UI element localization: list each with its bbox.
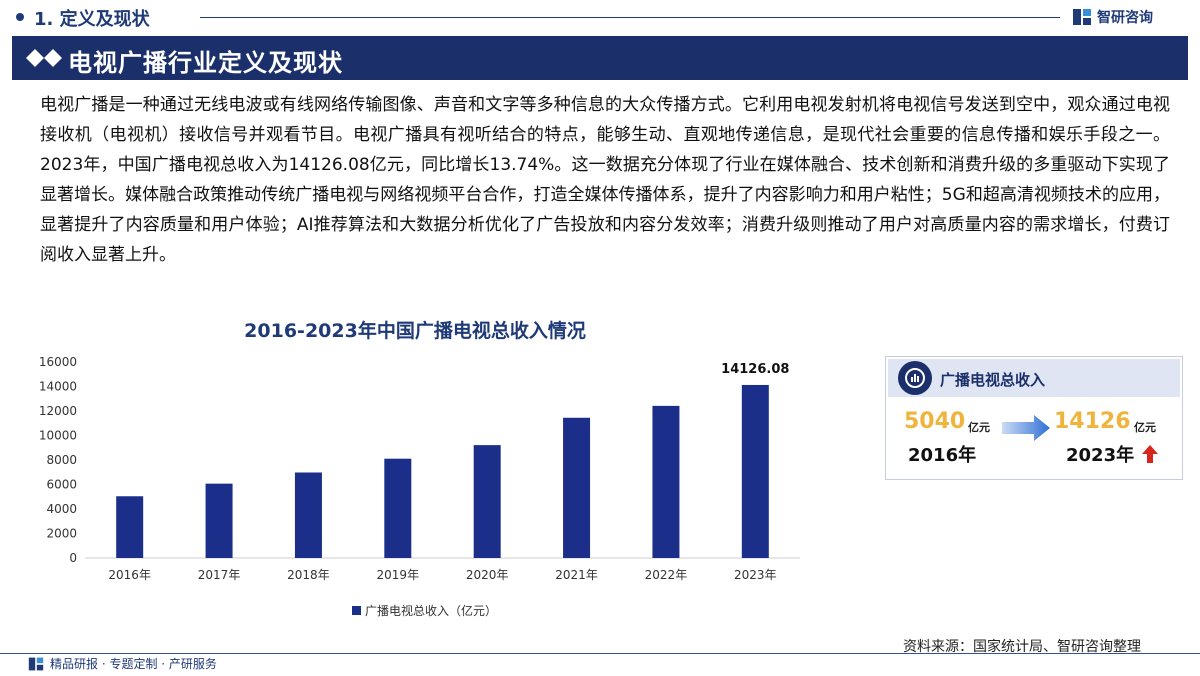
growth-arrow-icon <box>1002 415 1050 441</box>
data-label: 14126.08 <box>721 362 789 377</box>
bar <box>563 417 591 558</box>
x-tick-label: 2019年 <box>377 568 420 582</box>
x-tick-label: 2023年 <box>734 568 777 582</box>
brand-logo-icon <box>1073 9 1091 25</box>
y-tick-label: 10000 <box>39 429 77 443</box>
header-divider <box>200 17 1060 18</box>
bar <box>473 445 501 558</box>
legend-swatch <box>352 606 361 615</box>
brand-logo-text: 智研咨询 <box>1097 10 1153 26</box>
y-tick-label: 16000 <box>39 355 77 369</box>
footer-logo-icon <box>28 657 44 670</box>
bar <box>116 496 144 558</box>
summary-card: 广播电视总收入 5040 亿元 2016年 14126 亿元 2023年 <box>885 356 1183 480</box>
footer-slogan-bar: 精品研报 · 专题定制 · 产研服务 <box>28 655 217 672</box>
bar <box>205 483 233 558</box>
diamond-icon <box>26 49 62 67</box>
x-tick-label: 2022年 <box>645 568 688 582</box>
x-tick-label: 2016年 <box>108 568 151 582</box>
y-tick-label: 12000 <box>39 404 77 418</box>
x-tick-label: 2017年 <box>198 568 241 582</box>
end-year: 2023年 <box>1066 445 1135 466</box>
y-tick-label: 0 <box>69 551 77 565</box>
title-bar: 电视广播行业定义及现状 <box>12 36 1188 80</box>
bar-chart: 0 2000 4000 6000 8000 10000 12000 14000 16000 201… <box>39 355 800 582</box>
y-tick-label: 8000 <box>46 453 77 467</box>
y-tick-label: 14000 <box>39 380 77 394</box>
card-header: 广播电视总收入 <box>888 359 1180 397</box>
section-label: 1. 定义及现状 <box>34 9 150 30</box>
start-value: 5040 <box>904 409 966 434</box>
bar <box>294 472 322 558</box>
top-header: 1. 定义及现状 智研咨询 <box>0 0 1200 34</box>
x-tick-label: 2018年 <box>287 568 330 582</box>
y-tick-label: 2000 <box>46 527 77 541</box>
start-year: 2016年 <box>908 445 977 466</box>
x-tick-label: 2020年 <box>466 568 509 582</box>
chart-badge-icon <box>898 361 932 395</box>
start-unit: 亿元 <box>968 421 990 434</box>
card-title: 广播电视总收入 <box>940 371 1046 389</box>
bar <box>741 384 769 558</box>
legend-label: 广播电视总收入（亿元） <box>365 604 498 618</box>
footer-slogan: 精品研报 · 专题定制 · 产研服务 <box>50 657 217 671</box>
footer-divider <box>0 653 1200 654</box>
end-value: 14126 <box>1054 409 1131 434</box>
y-tick-label: 4000 <box>46 502 77 516</box>
bar <box>384 458 412 558</box>
page-title: 电视广播行业定义及现状 <box>68 49 343 77</box>
up-arrow-icon <box>1142 445 1158 463</box>
chart-legend: 广播电视总收入（亿元） <box>352 602 497 619</box>
end-unit: 亿元 <box>1134 421 1156 434</box>
data-source: 资料来源：国家统计局、智研咨询整理 <box>903 639 1141 655</box>
y-tick-label: 6000 <box>46 478 77 492</box>
bar <box>652 405 680 558</box>
brand-logo: 智研咨询 <box>1072 6 1153 28</box>
chart-title: 2016-2023年中国广播电视总收入情况 <box>244 320 586 342</box>
x-tick-label: 2021年 <box>555 568 598 582</box>
body-paragraph: 电视广播是一种通过无线电波或有线网络传输图像、声音和文字等多种信息的大众传播方式… <box>40 95 1170 265</box>
bullet-dot <box>16 13 24 21</box>
